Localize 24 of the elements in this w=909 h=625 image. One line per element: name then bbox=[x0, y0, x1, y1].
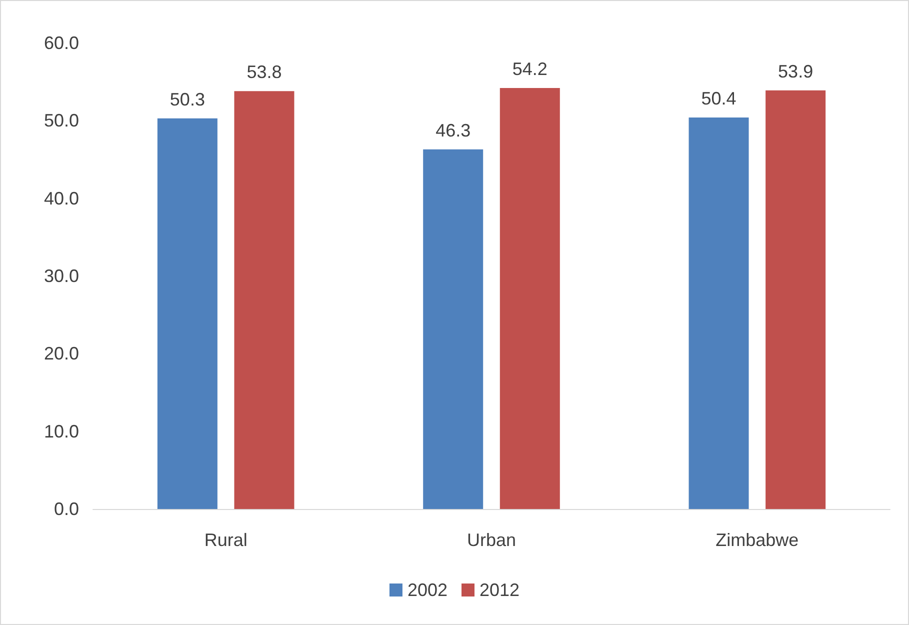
bar bbox=[766, 90, 826, 509]
x-tick-label: Rural bbox=[204, 530, 248, 550]
bar bbox=[500, 88, 560, 509]
legend-label: 2012 bbox=[480, 580, 520, 600]
bar bbox=[423, 149, 484, 509]
x-tick-label: Urban bbox=[466, 530, 516, 550]
y-tick-label: 60.0 bbox=[44, 33, 79, 53]
y-tick-label: 10.0 bbox=[44, 421, 79, 442]
data-label: 53.9 bbox=[778, 61, 814, 82]
x-tick-label: Zimbabwe bbox=[716, 530, 799, 550]
data-label: 50.3 bbox=[170, 89, 205, 110]
bar bbox=[157, 118, 218, 509]
bar bbox=[234, 91, 294, 509]
y-tick-label: 50.0 bbox=[44, 110, 79, 131]
y-tick-label: 0.0 bbox=[54, 499, 79, 519]
y-tick-label: 30.0 bbox=[44, 266, 79, 286]
bar bbox=[688, 118, 749, 509]
y-tick-label: 20.0 bbox=[44, 344, 79, 364]
data-label: 54.2 bbox=[512, 59, 548, 80]
y-tick-label: 40.0 bbox=[44, 188, 79, 208]
legend-label: 2002 bbox=[407, 580, 448, 600]
data-label: 53.8 bbox=[246, 62, 282, 82]
data-label: 46.3 bbox=[436, 120, 471, 140]
data-label: 50.4 bbox=[701, 88, 736, 109]
